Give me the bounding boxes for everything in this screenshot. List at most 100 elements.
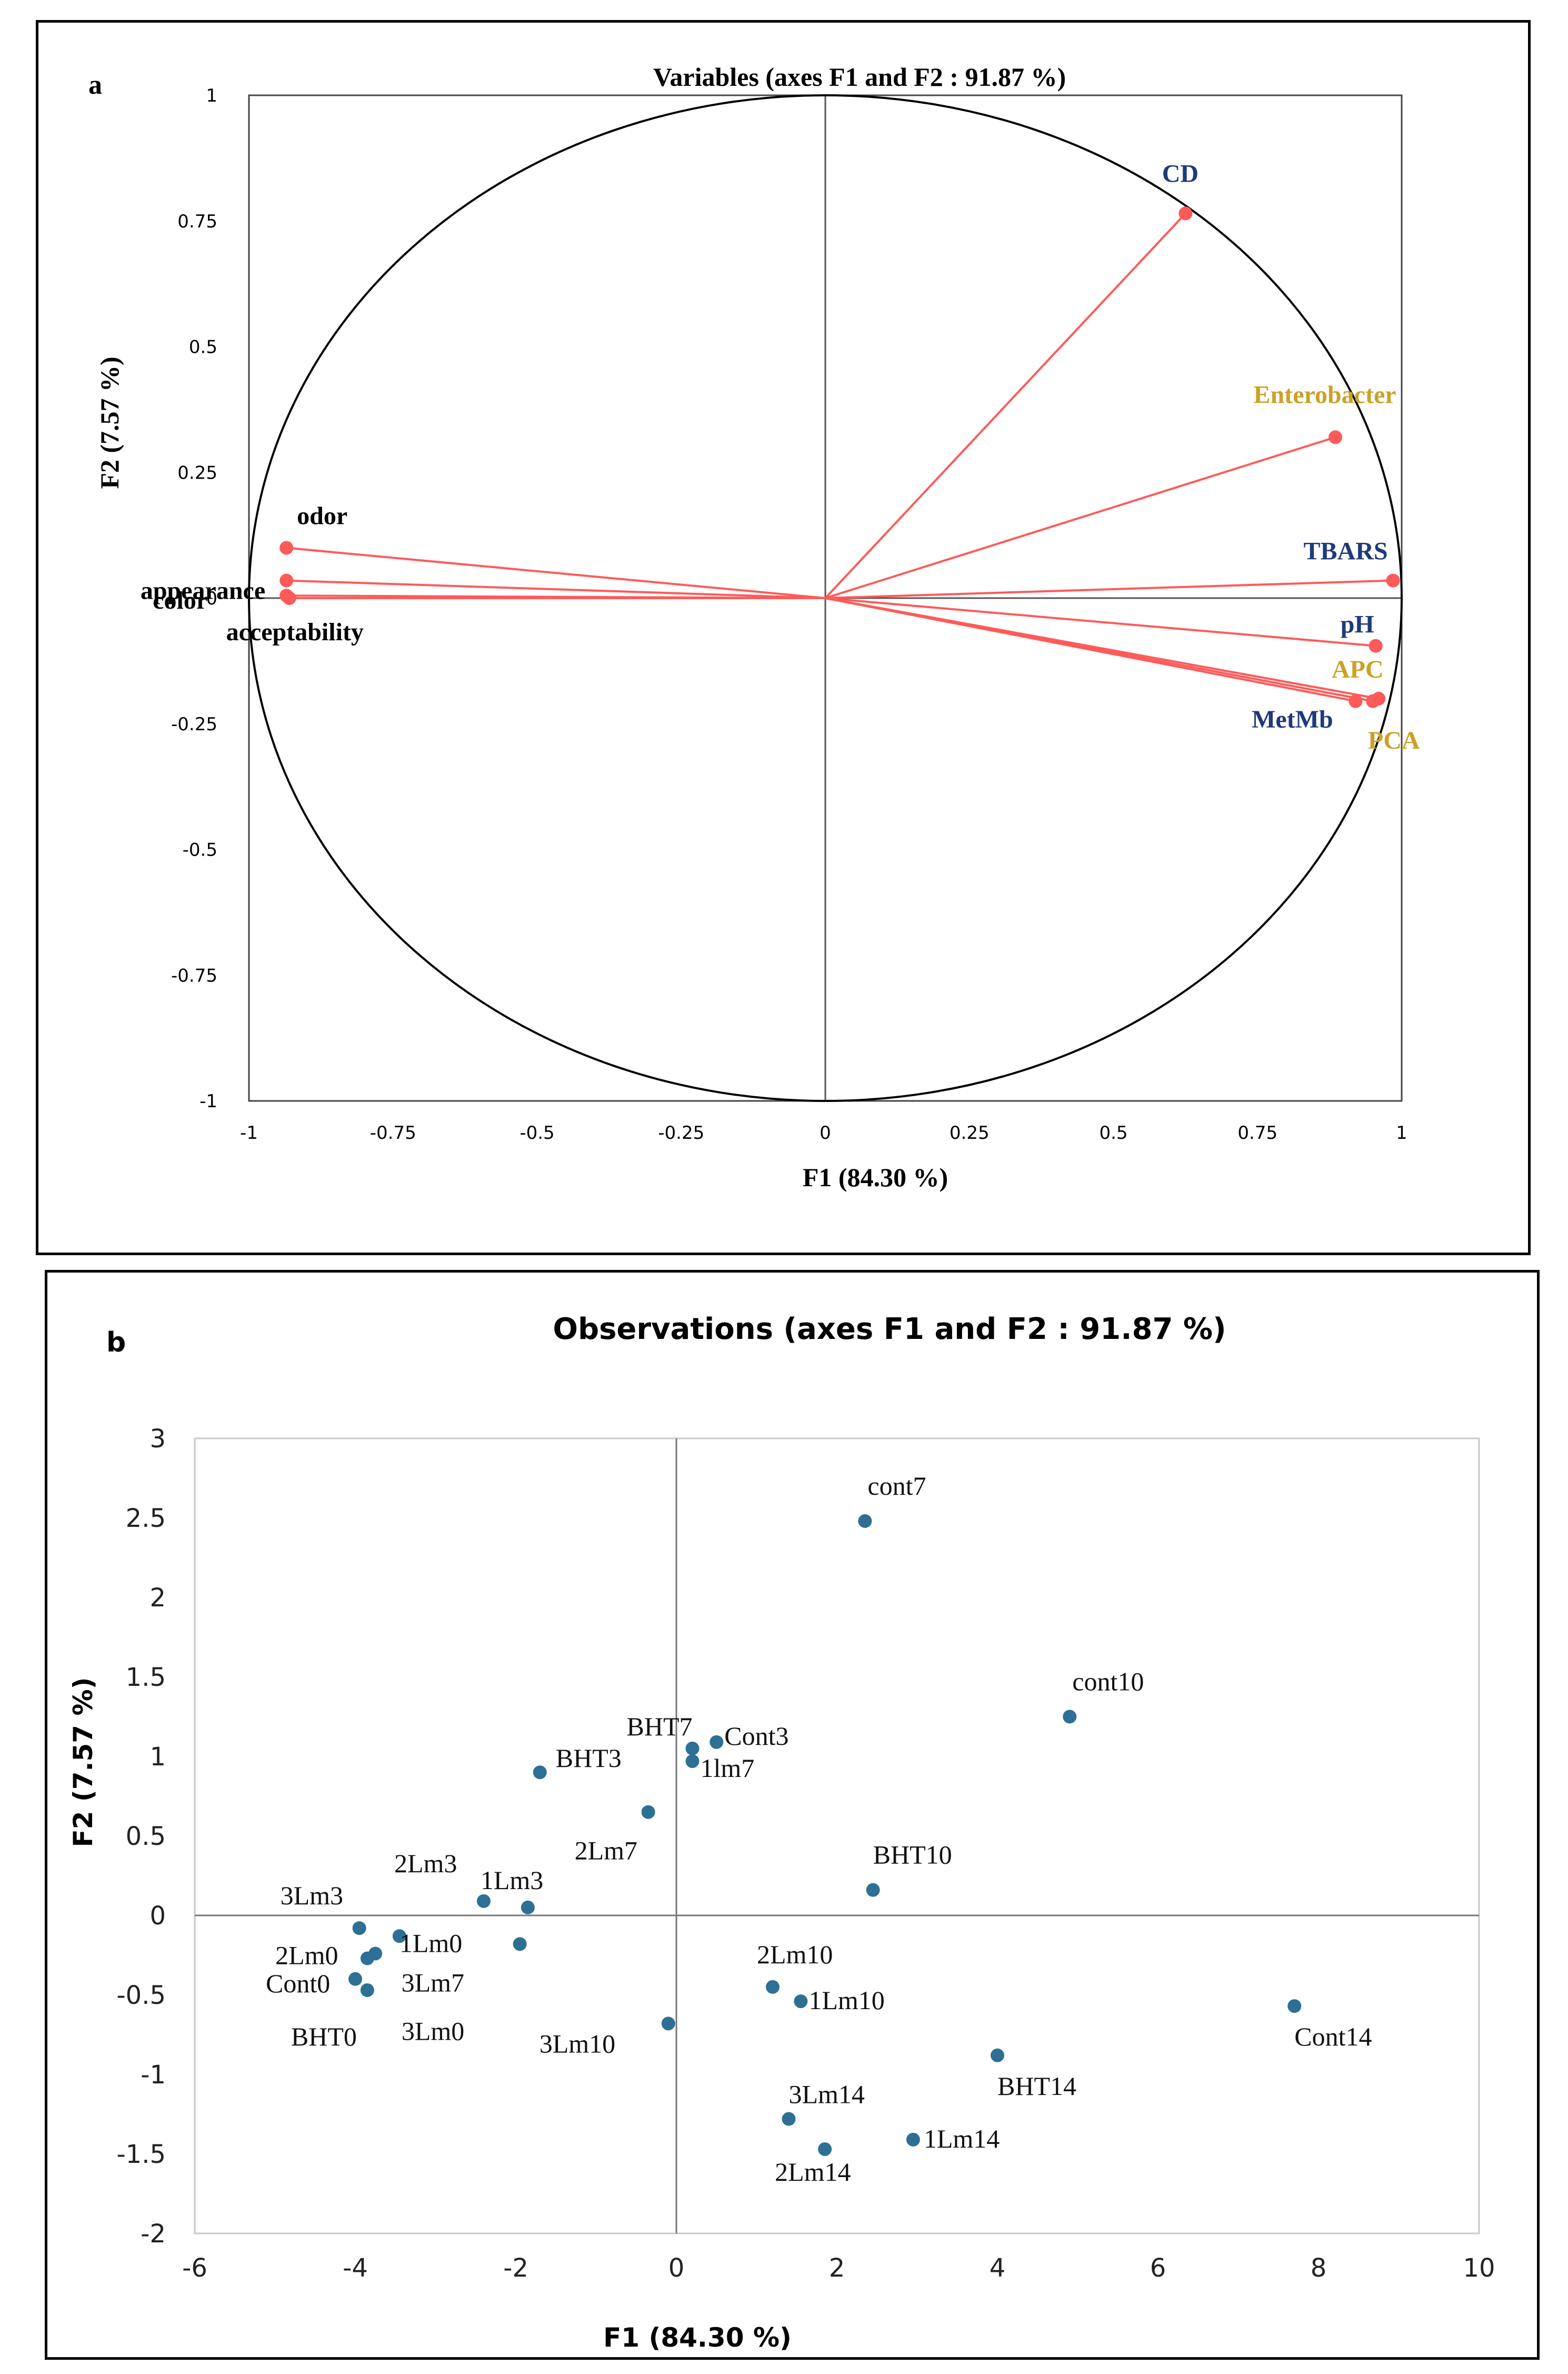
point-bht10 [866, 1883, 880, 1897]
x-tick-label-b: 8 [1311, 2253, 1327, 2283]
label-apc: APC [1332, 655, 1384, 683]
point-2lm14 [818, 2142, 832, 2156]
chart-b-xlabel: F1 (84.30 %) [603, 2322, 792, 2353]
point-2lm10 [766, 1980, 780, 1994]
y-tick-label-b: 0 [149, 1901, 166, 1931]
point-acceptability [282, 591, 296, 605]
point-3lm7 [513, 1937, 527, 1951]
label-3lm3: 3Lm3 [281, 1881, 343, 1910]
vector-appearance [286, 579, 826, 599]
x-tick-label-a: 0.75 [1237, 1123, 1277, 1144]
point-3lm14 [782, 2112, 796, 2126]
label-2lm0: 2Lm0 [275, 1940, 338, 1970]
y-tick-label-a: 0.25 [177, 462, 217, 483]
point-1lm0 [392, 1929, 406, 1943]
label-2lm10: 2Lm10 [757, 1940, 833, 1969]
label-3lm0: 3Lm0 [402, 2017, 464, 2046]
point-1lm10 [794, 1994, 808, 2009]
point-bht14 [991, 2048, 1004, 2062]
panel-a-letter: a [88, 70, 102, 100]
x-tick-label-a: 1 [1396, 1123, 1407, 1144]
vector-tbars [825, 579, 1393, 599]
chart-b-ylabel: F2 (7.57 %) [68, 1677, 98, 1847]
y-tick-label-b: -0.5 [116, 1981, 166, 2010]
x-tick-label-a: 0.25 [950, 1123, 990, 1144]
label-bht7: BHT7 [627, 1712, 693, 1741]
label-1lm3: 1Lm3 [481, 1865, 543, 1895]
label-3lm7: 3Lm7 [402, 1968, 464, 1997]
point-2lm7 [641, 1805, 655, 1819]
label-cont14: Cont14 [1294, 2022, 1372, 2051]
label-odor: odor [297, 502, 347, 530]
point-3lm3 [352, 1921, 366, 1935]
label-cd: CD [1162, 160, 1199, 187]
y-tick-label-b: 0.5 [126, 1822, 166, 1851]
chart-variables: a Variables (axes F1 and F2 : 91.87 %) F… [88, 62, 1420, 1192]
point-bht3 [533, 1765, 547, 1780]
vector-ph [825, 597, 1376, 647]
label-bht10: BHT10 [873, 1840, 952, 1870]
label-1lm7: 1lm7 [701, 1753, 755, 1783]
chart-b-title: Observations (axes F1 and F2 : 91.87 %) [553, 1312, 1226, 1346]
y-tick-label-b: 1.5 [126, 1663, 166, 1692]
label-cont7: cont7 [867, 1471, 926, 1501]
label-ph: pH [1341, 611, 1374, 639]
y-tick-label-b: 2.5 [126, 1504, 166, 1533]
panel-a-variables: a Variables (axes F1 and F2 : 91.87 %) F… [36, 20, 1531, 1255]
label-cont3: Cont3 [724, 1721, 788, 1751]
chart-observations: b Observations (axes F1 and F2 : 91.87 %… [68, 1312, 1495, 2353]
x-tick-label-a: -0.75 [370, 1123, 416, 1144]
chart-a-ylabel: F2 (7.57 %) [95, 356, 124, 489]
vector-cd [824, 213, 1186, 599]
y-tick-label-a: 0 [206, 588, 217, 609]
x-tick-label-b: -4 [343, 2253, 368, 2283]
x-tick-label-b: 6 [1150, 2253, 1166, 2283]
point-cont7 [858, 1514, 872, 1528]
label-1lm14: 1Lm14 [924, 2124, 1000, 2153]
label-2lm3: 2Lm3 [394, 1849, 457, 1878]
label-acceptability: acceptability [226, 618, 364, 646]
panel-b-observations: b Observations (axes F1 and F2 : 91.87 %… [45, 1270, 1540, 2360]
x-tick-label-a: -1 [240, 1123, 258, 1144]
label-2lm7: 2Lm7 [575, 1836, 637, 1865]
label-tbars: TBARS [1304, 538, 1388, 565]
point-1lm7 [685, 1754, 700, 1769]
point-enterobacter [1329, 430, 1343, 444]
point-tbars [1386, 573, 1400, 588]
x-tick-label-a: 0.5 [1099, 1123, 1127, 1144]
label-3lm10: 3Lm10 [540, 2029, 615, 2058]
plot-frame-b [194, 1437, 1480, 2234]
label-3lm14: 3Lm14 [789, 2080, 865, 2109]
point-cont0 [348, 1972, 362, 1986]
x-tick-label-b: 4 [990, 2253, 1006, 2283]
point-3lm10 [661, 2017, 675, 2031]
point-2lm3 [477, 1894, 491, 1908]
point-appearance [279, 573, 294, 588]
x-tick-label-b: -2 [503, 2253, 528, 2283]
vector-pca [825, 597, 1373, 702]
vector-enterobacter [825, 436, 1336, 599]
y-tick-label-b: -1.5 [116, 2140, 166, 2169]
label-1lm10: 1Lm10 [808, 1985, 884, 2015]
point-pca [1366, 694, 1380, 708]
x-tick-label-a: -0.25 [658, 1123, 704, 1144]
label-cont10: cont10 [1072, 1667, 1144, 1696]
label-bht0: BHT0 [291, 2022, 357, 2051]
y-tick-label-b: 1 [149, 1742, 166, 1772]
y-tick-label-a: -0.25 [171, 714, 217, 735]
label-2lm14: 2Lm14 [775, 2157, 851, 2187]
x-tick-label-a: -0.5 [520, 1123, 554, 1144]
y-tick-label-a: 0.75 [177, 211, 217, 232]
x-tick-label-b: -6 [182, 2253, 207, 2283]
unit-circle [248, 94, 1403, 1102]
x-tick-label-b: 0 [668, 2253, 685, 2283]
chart-a-xlabel: F1 (84.30 %) [803, 1163, 948, 1192]
point-ph [1369, 639, 1383, 653]
point-3lm0 [360, 1951, 374, 1965]
point-cont3 [710, 1735, 724, 1749]
label-enterobacter: Enterobacter [1254, 381, 1396, 409]
point-cd [1179, 206, 1193, 221]
y-tick-label-a: -1 [199, 1091, 217, 1112]
point-cont10 [1063, 1710, 1077, 1724]
panel-b-letter: b [106, 1327, 126, 1358]
